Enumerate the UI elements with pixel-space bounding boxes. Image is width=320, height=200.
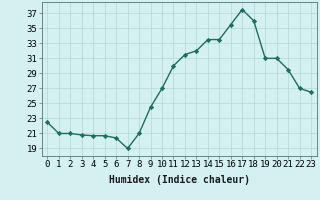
X-axis label: Humidex (Indice chaleur): Humidex (Indice chaleur) — [109, 175, 250, 185]
